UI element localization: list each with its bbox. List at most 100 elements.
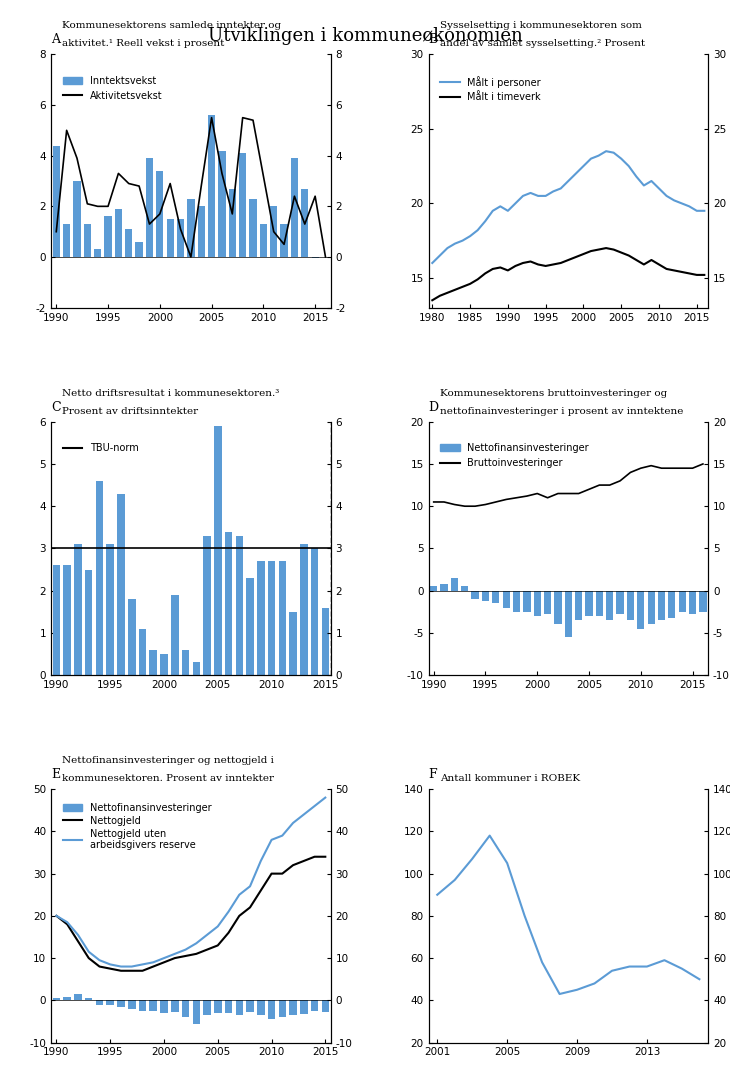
Bar [146, 159, 153, 257]
Bar [236, 535, 243, 675]
Bar [96, 481, 103, 675]
Bar [689, 591, 696, 615]
Bar [239, 153, 246, 257]
Bar [699, 591, 707, 611]
Bar [214, 1000, 221, 1013]
Bar [523, 591, 531, 611]
Bar [225, 1000, 232, 1013]
Bar [451, 578, 458, 591]
Bar [257, 561, 264, 675]
Bar [128, 599, 136, 675]
Bar [502, 591, 510, 607]
Bar [118, 1000, 125, 1007]
Text: C: C [51, 401, 61, 414]
Text: Prosent av driftsinntekter: Prosent av driftsinntekter [62, 406, 199, 416]
Bar [161, 1000, 168, 1013]
Bar [73, 181, 80, 257]
Bar [291, 159, 298, 257]
Text: A: A [51, 34, 60, 47]
Bar [85, 569, 93, 675]
Bar [270, 206, 277, 257]
Bar [300, 544, 307, 675]
Bar [280, 224, 288, 257]
Bar [461, 586, 469, 591]
Bar [534, 591, 541, 616]
Bar [585, 591, 593, 616]
Bar [139, 629, 146, 675]
Bar [554, 591, 561, 624]
Bar [312, 257, 319, 258]
Bar [193, 662, 200, 675]
Bar [171, 595, 179, 675]
Bar [648, 591, 655, 624]
Bar [53, 146, 60, 257]
Legend: Målt i personer, Målt i timeverk: Målt i personer, Målt i timeverk [437, 72, 545, 106]
Bar [257, 1000, 264, 1015]
Bar [193, 1000, 200, 1023]
Bar [128, 1000, 136, 1009]
Bar [53, 998, 61, 1000]
Bar [430, 586, 437, 591]
Legend: Nettofinansinvesteringer, Bruttoinvesteringer: Nettofinansinvesteringer, Bruttoinvester… [437, 439, 593, 472]
Bar [289, 611, 297, 675]
Text: Kommunesektorens samlede inntekter og: Kommunesektorens samlede inntekter og [62, 22, 281, 30]
Bar [246, 1000, 254, 1012]
Bar [228, 189, 236, 257]
Bar [246, 578, 254, 675]
Bar [171, 1000, 179, 1012]
Bar [136, 242, 143, 257]
Bar [279, 1000, 286, 1018]
Bar [679, 591, 686, 611]
Bar [218, 151, 226, 257]
Text: Nettofinansinvesteringer og nettogjeld i: Nettofinansinvesteringer og nettogjeld i [62, 756, 274, 766]
Bar [96, 1000, 103, 1005]
Bar [150, 1000, 157, 1011]
Bar [64, 566, 71, 675]
Bar [84, 224, 91, 257]
Bar [565, 591, 572, 637]
Bar [311, 1000, 318, 1011]
Bar [513, 591, 520, 611]
Bar [268, 561, 275, 675]
Bar [236, 1000, 243, 1015]
Bar [279, 561, 286, 675]
Bar [289, 1000, 297, 1015]
Bar [107, 1000, 114, 1006]
Bar [150, 649, 157, 675]
Bar [268, 1000, 275, 1020]
Text: F: F [429, 768, 437, 781]
Text: aktivitet.¹ Reell vekst i prosent: aktivitet.¹ Reell vekst i prosent [62, 39, 225, 48]
Bar [208, 115, 215, 257]
Bar [53, 566, 61, 675]
Bar [107, 544, 114, 675]
Bar [94, 250, 101, 257]
Text: Utviklingen i kommuneøkonomien: Utviklingen i kommuneøkonomien [207, 27, 523, 46]
Bar [198, 206, 205, 257]
Bar [182, 1000, 189, 1018]
Bar [637, 591, 645, 629]
Bar [668, 591, 675, 618]
Bar [544, 591, 551, 615]
Bar [104, 216, 112, 257]
Legend: Nettofinansinvesteringer, Nettogjeld, Nettogjeld uten
arbeidsgivers reserve: Nettofinansinvesteringer, Nettogjeld, Ne… [58, 799, 215, 855]
Text: D: D [429, 401, 439, 414]
Bar [64, 997, 71, 1000]
Bar [74, 544, 82, 675]
Bar [300, 1000, 307, 1014]
Bar [321, 607, 329, 675]
Bar [118, 493, 125, 675]
Bar [616, 591, 623, 615]
Bar [63, 224, 70, 257]
Bar [225, 531, 232, 675]
Legend: Inntektsvekst, Aktivitetsvekst: Inntektsvekst, Aktivitetsvekst [58, 72, 166, 104]
Bar [301, 189, 308, 257]
Text: kommunesektoren. Prosent av inntekter: kommunesektoren. Prosent av inntekter [62, 774, 274, 783]
Bar [250, 199, 257, 257]
Bar [596, 591, 603, 616]
Text: Antall kommuner i ROBEK: Antall kommuner i ROBEK [439, 774, 580, 783]
Text: Sysselsetting i kommunesektoren som: Sysselsetting i kommunesektoren som [439, 22, 642, 30]
Bar [627, 591, 634, 620]
Text: andel av samlet sysselsetting.² Prosent: andel av samlet sysselsetting.² Prosent [439, 39, 645, 48]
Bar [492, 591, 499, 604]
Bar [125, 229, 132, 257]
